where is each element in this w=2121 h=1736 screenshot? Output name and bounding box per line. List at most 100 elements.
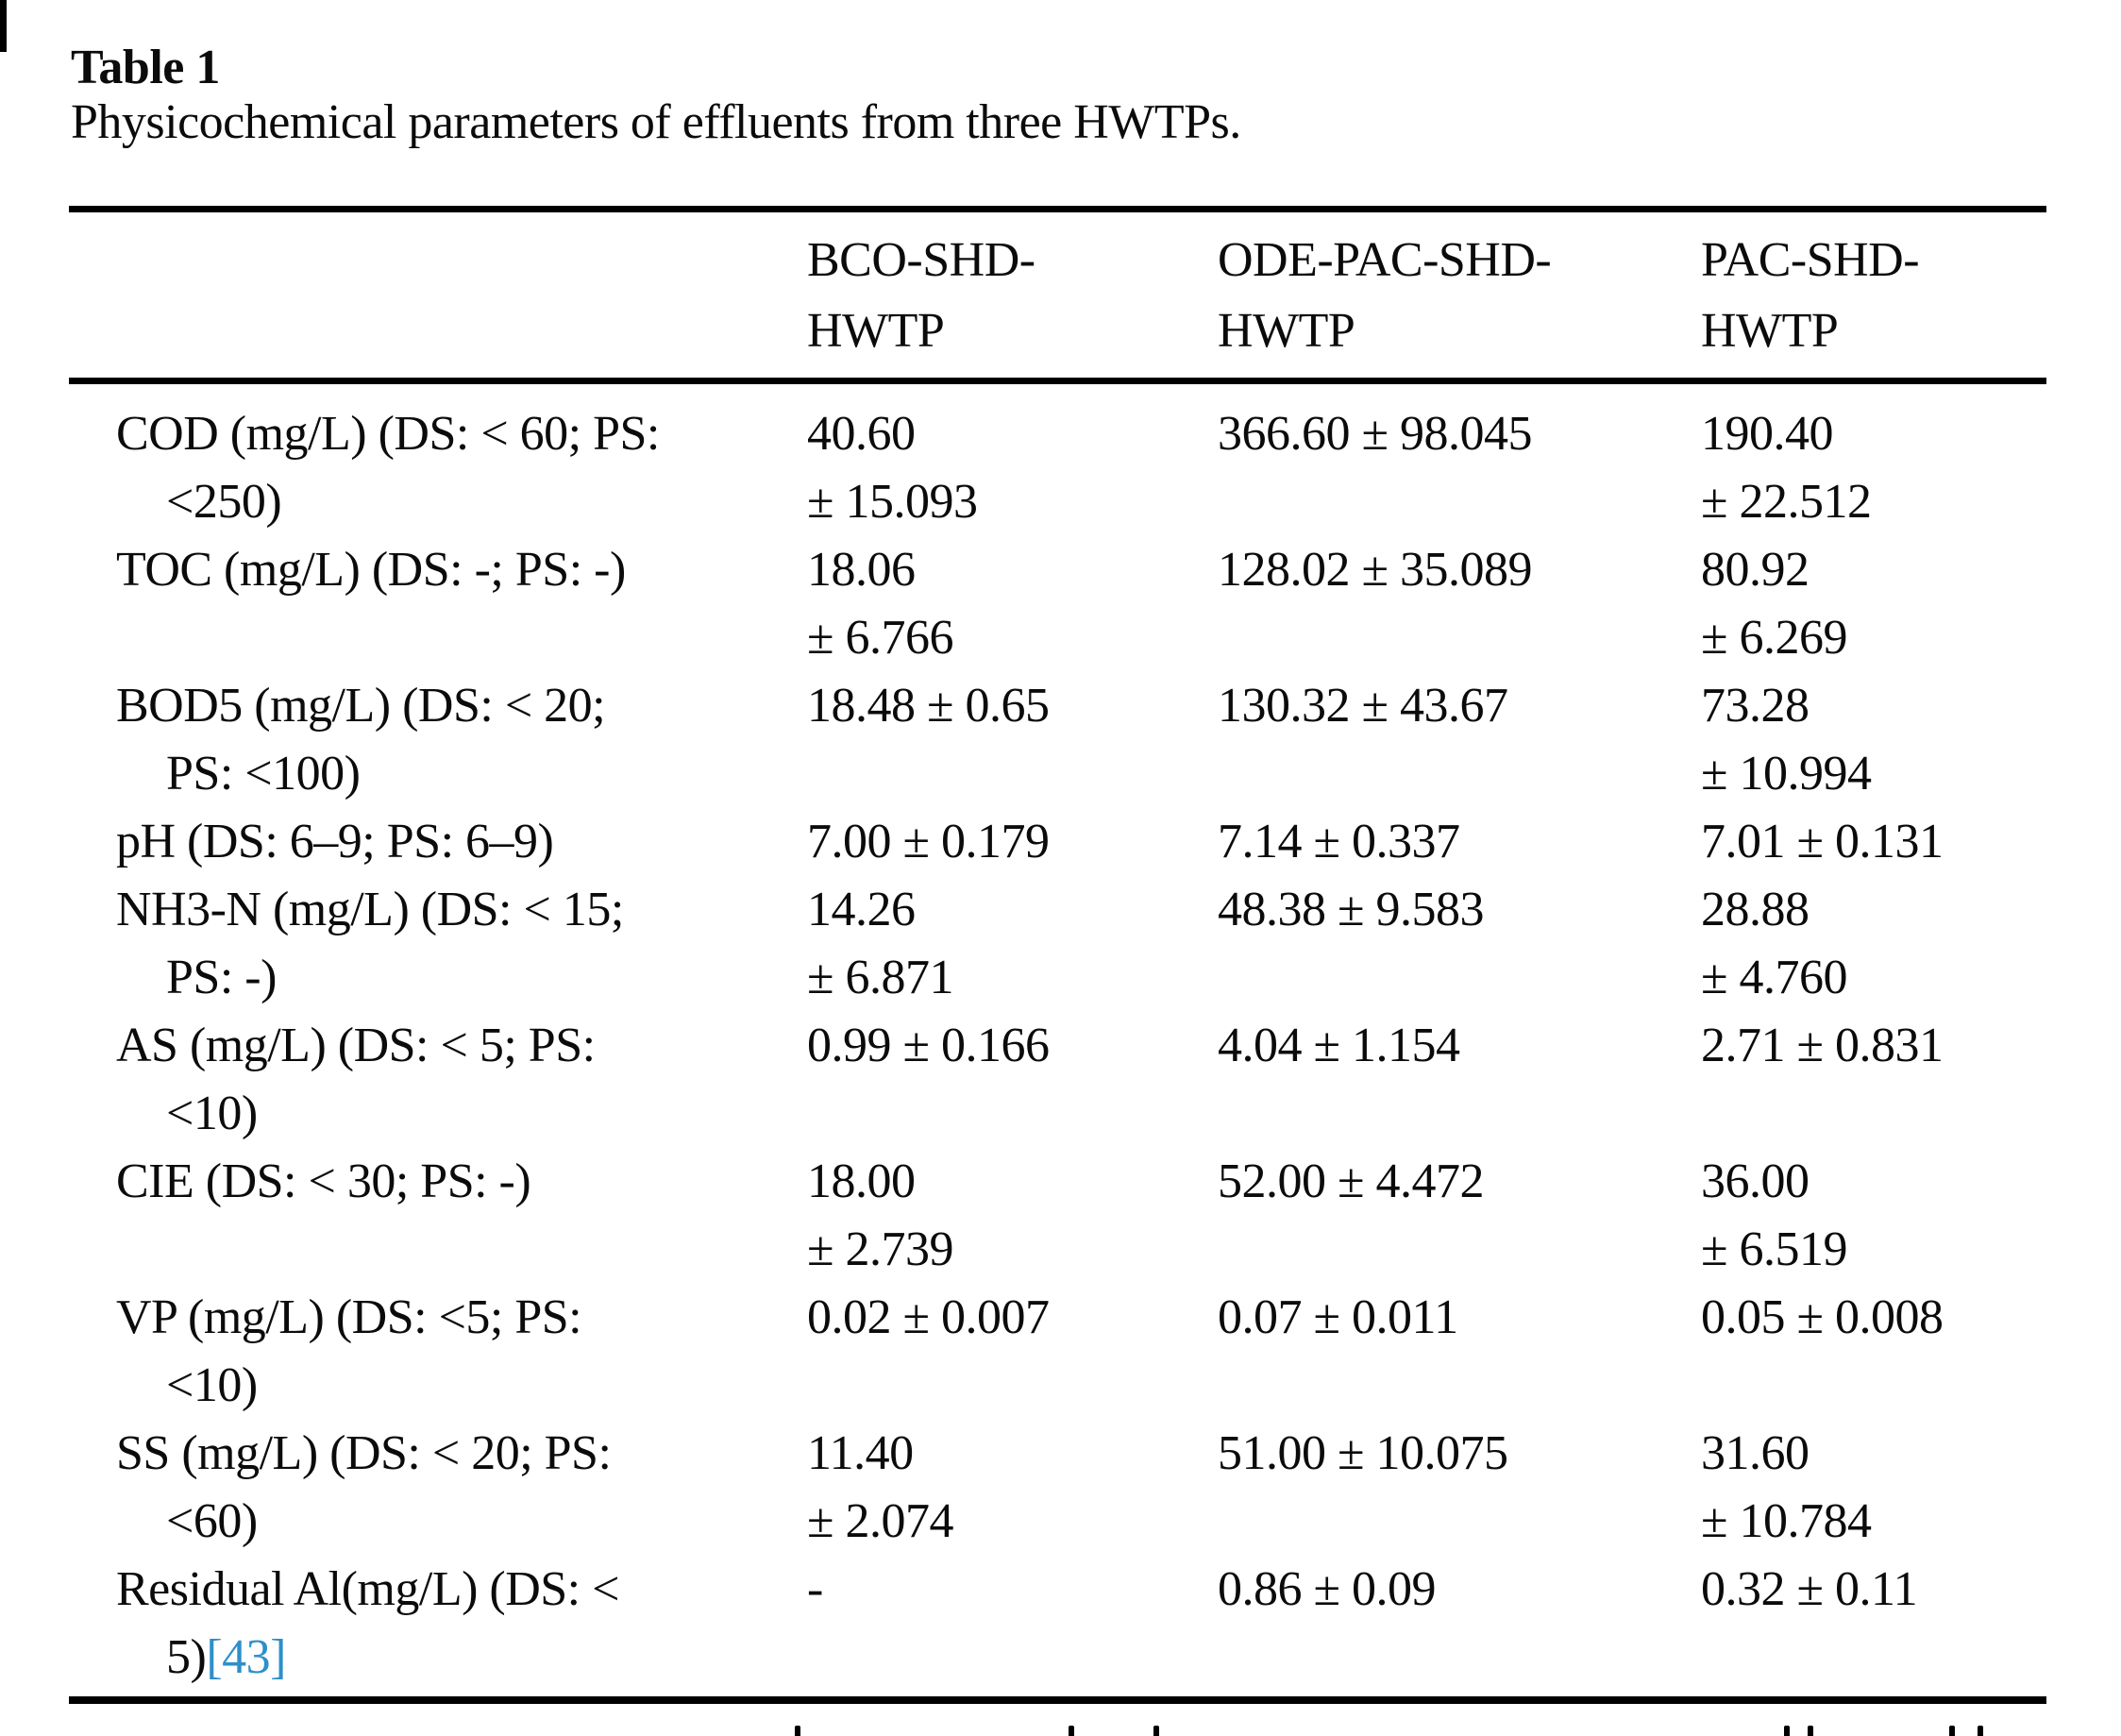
value-cell: 48.38 ± 9.583 [1218,876,1701,944]
value-cell: 0.99 ± 0.166 [807,1012,1218,1080]
parameter-text: <10) [166,1358,258,1412]
value-line: - [807,1562,823,1616]
value-cell: 18.00 ± 2.739 [807,1148,1218,1284]
parameter-text: SS (mg/L) (DS: < 20; PS: [116,1426,612,1480]
value-line: ± 10.784 [1701,1494,1872,1548]
parameter-cell: NH3-N (mg/L) (DS: < 15; PS: -) [69,876,807,1012]
parameter-cell: SS (mg/L) (DS: < 20; PS: <60) [69,1420,807,1556]
table-row: BOD5 (mg/L) (DS: < 20; PS: <100) 18.48 ± 0… [69,672,2046,808]
value-cell: 51.00 ± 10.075 [1218,1420,1701,1488]
header-cell: ODE-PAC-SHD- HWTP [1218,225,1701,366]
value-line: 0.02 ± 0.007 [807,1290,1050,1344]
value-line: 0.86 ± 0.09 [1218,1562,1437,1616]
value-line: 52.00 ± 4.472 [1218,1155,1485,1208]
parameter-line: VP (mg/L) (DS: <5; PS: [116,1284,807,1352]
parameter-text: pH (DS: 6–9; PS: 6–9) [116,815,554,868]
value-line: ± 6.766 [807,611,954,665]
value-cell: 80.92 ± 6.269 [1701,536,2046,672]
value-line: 366.60 ± 98.045 [1218,407,1533,461]
value-line: ± 6.269 [1701,611,1848,665]
value-cell: 18.06 ± 6.766 [807,536,1218,672]
parameter-line: Residual Al(mg/L) (DS: < [116,1556,807,1624]
value-line: 31.60 [1701,1426,1810,1480]
table-row: CIE (DS: < 30; PS: -) 18.00 ± 2.739 52.00 ±… [69,1148,2046,1284]
parameter-text: <60) [166,1494,258,1548]
value-line: 80.92 [1701,543,1810,597]
value-line: ± 6.519 [1701,1222,1848,1276]
parameter-text: BOD5 (mg/L) (DS: < 20; [116,679,606,733]
value-line: 18.06 [807,543,916,597]
cut-glyph [1153,1726,1159,1736]
table-rule-top [69,206,2046,212]
parameter-text: <10) [166,1087,258,1140]
table-header-row: BCO-SHD- HWTP ODE-PAC-SHD- HWTP PAC-SHD- HWTP [69,225,2046,366]
value-line: ± 2.739 [807,1222,954,1276]
value-cell: 7.01 ± 0.131 [1701,808,2046,876]
value-line: 7.01 ± 0.131 [1701,815,1944,868]
value-line: 28.88 [1701,883,1810,936]
value-line: 4.04 ± 1.154 [1218,1019,1460,1072]
value-line: 0.05 ± 0.008 [1701,1290,1944,1344]
table-rule-below-header [69,378,2046,384]
value-cell: 128.02 ± 35.089 [1218,536,1701,604]
parameter-cell: pH (DS: 6–9; PS: 6–9) [69,808,807,876]
scan-artifact-bar [0,0,7,52]
parameter-text: TOC (mg/L) (DS: -; PS: -) [116,543,626,597]
table-row: COD (mg/L) (DS: < 60; PS: <250) 40.60 ± 15.… [69,400,2046,536]
value-line: 0.99 ± 0.166 [807,1019,1050,1072]
value-line: 130.32 ± 43.67 [1218,679,1508,733]
value-cell: 52.00 ± 4.472 [1218,1148,1701,1216]
value-line: 7.14 ± 0.337 [1218,815,1460,868]
cut-glyph [1978,1726,1983,1736]
value-line: 18.00 [807,1155,916,1208]
parameter-line: COD (mg/L) (DS: < 60; PS: [116,400,807,468]
value-line: 40.60 [807,407,916,461]
parameter-line: CIE (DS: < 30; PS: -) [116,1148,807,1216]
value-line: 128.02 ± 35.089 [1218,543,1533,597]
value-line: ± 15.093 [807,475,978,529]
value-line: 11.40 [807,1426,914,1480]
parameter-cell: BOD5 (mg/L) (DS: < 20; PS: <100) [69,672,807,808]
value-line: ± 6.871 [807,951,954,1004]
value-cell: 73.28 ± 10.994 [1701,672,2046,808]
value-cell: 0.07 ± 0.011 [1218,1284,1701,1352]
parameter-line: <10) [116,1352,807,1420]
table-rule-bottom [69,1696,2046,1704]
citation-link[interactable]: [43] [206,1630,286,1684]
value-cell: 190.40 ± 22.512 [1701,400,2046,536]
parameter-line: SS (mg/L) (DS: < 20; PS: [116,1420,807,1488]
parameter-line: PS: <100) [116,740,807,808]
parameter-text: 5) [166,1630,207,1684]
header-line: HWTP [1218,304,1355,358]
value-cell: 130.32 ± 43.67 [1218,672,1701,740]
table-row: AS (mg/L) (DS: < 5; PS: <10) 0.99 ± 0.166 4… [69,1012,2046,1148]
value-cell: 0.05 ± 0.008 [1701,1284,2046,1352]
value-line: 2.71 ± 0.831 [1701,1019,1944,1072]
value-line: 36.00 [1701,1155,1810,1208]
value-cell: 366.60 ± 98.045 [1218,400,1701,468]
cut-glyph [1784,1726,1790,1736]
cut-glyph [1069,1726,1074,1736]
parameter-text: PS: <100) [166,747,361,801]
value-cell: 7.00 ± 0.179 [807,808,1218,876]
parameter-cell: COD (mg/L) (DS: < 60; PS: <250) [69,400,807,536]
table-caption: Physicochemical parameters of effluents … [71,95,1241,149]
parameter-line: <60) [116,1488,807,1556]
parameter-text: <250) [166,475,282,529]
parameter-cell: VP (mg/L) (DS: <5; PS: <10) [69,1284,807,1420]
cut-glyph [795,1726,800,1736]
value-cell: 4.04 ± 1.154 [1218,1012,1701,1080]
header-line: HWTP [807,304,945,358]
value-line: ± 22.512 [1701,475,1872,529]
table-body: COD (mg/L) (DS: < 60; PS: <250) 40.60 ± 15.… [69,400,2046,1692]
header-cell: PAC-SHD- HWTP [1701,225,2046,366]
value-line: 14.26 [807,883,916,936]
value-line: 73.28 [1701,679,1810,733]
parameter-cell: CIE (DS: < 30; PS: -) [69,1148,807,1216]
parameter-line: BOD5 (mg/L) (DS: < 20; [116,672,807,740]
table-row: Residual Al(mg/L) (DS: < 5)[43] - 0.86 ± 0.… [69,1556,2046,1692]
parameter-text: CIE (DS: < 30; PS: -) [116,1155,531,1208]
table-row: NH3-N (mg/L) (DS: < 15; PS: -) 14.26 ± 6.87… [69,876,2046,1012]
parameter-line: <250) [116,468,807,536]
